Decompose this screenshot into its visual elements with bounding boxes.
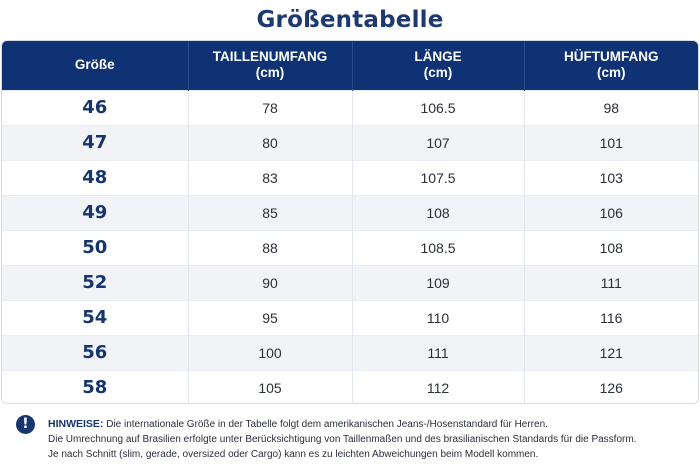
waist-cell: 80 xyxy=(188,124,353,160)
notes-line-1: HINWEISE: Die internationale Größe in de… xyxy=(48,417,688,432)
header-length-unit: (cm) xyxy=(423,65,453,81)
header-size: Größe xyxy=(2,41,189,90)
hip-cell: 116 xyxy=(524,299,698,335)
table-row: 48 83 107.5 103 xyxy=(2,159,698,195)
size-cell: 49 xyxy=(2,194,189,230)
size-cell: 52 xyxy=(2,264,189,300)
notes-line-3: Je nach Schnitt (slim, gerade, oversized… xyxy=(48,449,539,460)
waist-cell: 100 xyxy=(188,334,353,370)
header-length-label: LÄNGE xyxy=(414,49,462,65)
notes-label: HINWEISE: xyxy=(48,418,104,430)
hip-cell: 108 xyxy=(524,229,698,265)
size-cell: 54 xyxy=(2,299,189,335)
size-cell: 56 xyxy=(2,334,189,370)
notes-line-2: Die Umrechnung auf Brasilien erfolgte un… xyxy=(48,434,637,445)
notes-text: HINWEISE: Die internationale Größe in de… xyxy=(48,417,688,462)
header-length: LÄNGE (cm) xyxy=(352,41,525,90)
waist-cell: 78 xyxy=(188,89,353,125)
hip-cell: 126 xyxy=(524,369,698,403)
size-cell: 50 xyxy=(2,229,189,265)
length-cell: 107.5 xyxy=(352,159,525,195)
hip-cell: 103 xyxy=(524,159,698,195)
waist-cell: 85 xyxy=(188,194,353,230)
waist-cell: 105 xyxy=(188,369,353,403)
table-row: 47 80 107 101 xyxy=(2,124,698,160)
size-cell: 46 xyxy=(2,89,189,125)
length-cell: 108 xyxy=(352,194,525,230)
header-waist-label: TAILLENUMFANG xyxy=(212,49,328,65)
hip-cell: 106 xyxy=(524,194,698,230)
notes-line-1-text: Die internationale Größe in der Tabelle … xyxy=(106,419,548,430)
waist-cell: 90 xyxy=(188,264,353,300)
length-cell: 110 xyxy=(352,299,525,335)
notes-section: ! HINWEISE: Die internationale Größe in … xyxy=(16,411,696,463)
hip-cell: 111 xyxy=(524,264,698,300)
page-title: Größentabelle xyxy=(256,7,444,33)
hip-cell: 121 xyxy=(524,334,698,370)
table-row: 50 88 108.5 108 xyxy=(2,229,698,265)
length-cell: 107 xyxy=(352,124,525,160)
hip-cell: 101 xyxy=(524,124,698,160)
table-row: 52 90 109 111 xyxy=(2,264,698,300)
table-row: 49 85 108 106 xyxy=(2,194,698,230)
size-table-container: Größe TAILLENUMFANG (cm) LÄNGE (cm) HÜFT… xyxy=(1,40,699,404)
size-cell: 47 xyxy=(2,124,189,160)
length-cell: 109 xyxy=(352,264,525,300)
length-cell: 111 xyxy=(352,334,525,370)
header-hip: HÜFTUMFANG (cm) xyxy=(524,41,698,90)
length-cell: 112 xyxy=(352,369,525,403)
header-row: Größe TAILLENUMFANG (cm) LÄNGE (cm) HÜFT… xyxy=(2,41,698,90)
table-row: 54 95 110 116 xyxy=(2,299,698,335)
table-row: 46 78 106.5 98 xyxy=(2,89,698,125)
size-cell: 58 xyxy=(2,369,189,403)
header-hip-unit: (cm) xyxy=(596,65,626,81)
table-body: 46 78 106.5 98 47 80 107 101 48 83 107.5… xyxy=(2,89,698,403)
header-size-label: Größe xyxy=(74,57,115,73)
size-cell: 48 xyxy=(2,159,189,195)
table-row: 58 105 112 126 xyxy=(2,369,698,403)
header-waist: TAILLENUMFANG (cm) xyxy=(188,41,353,90)
table-row: 56 100 111 121 xyxy=(2,334,698,370)
table-header: Größe TAILLENUMFANG (cm) LÄNGE (cm) HÜFT… xyxy=(2,41,698,90)
length-cell: 106.5 xyxy=(352,89,525,125)
hip-cell: 98 xyxy=(524,89,698,125)
info-icon: ! xyxy=(16,415,35,434)
size-table: Größe TAILLENUMFANG (cm) LÄNGE (cm) HÜFT… xyxy=(2,41,698,403)
header-waist-unit: (cm) xyxy=(255,65,285,81)
waist-cell: 83 xyxy=(188,159,353,195)
waist-cell: 95 xyxy=(188,299,353,335)
waist-cell: 88 xyxy=(188,229,353,265)
length-cell: 108.5 xyxy=(352,229,525,265)
header-hip-label: HÜFTUMFANG xyxy=(564,49,659,65)
